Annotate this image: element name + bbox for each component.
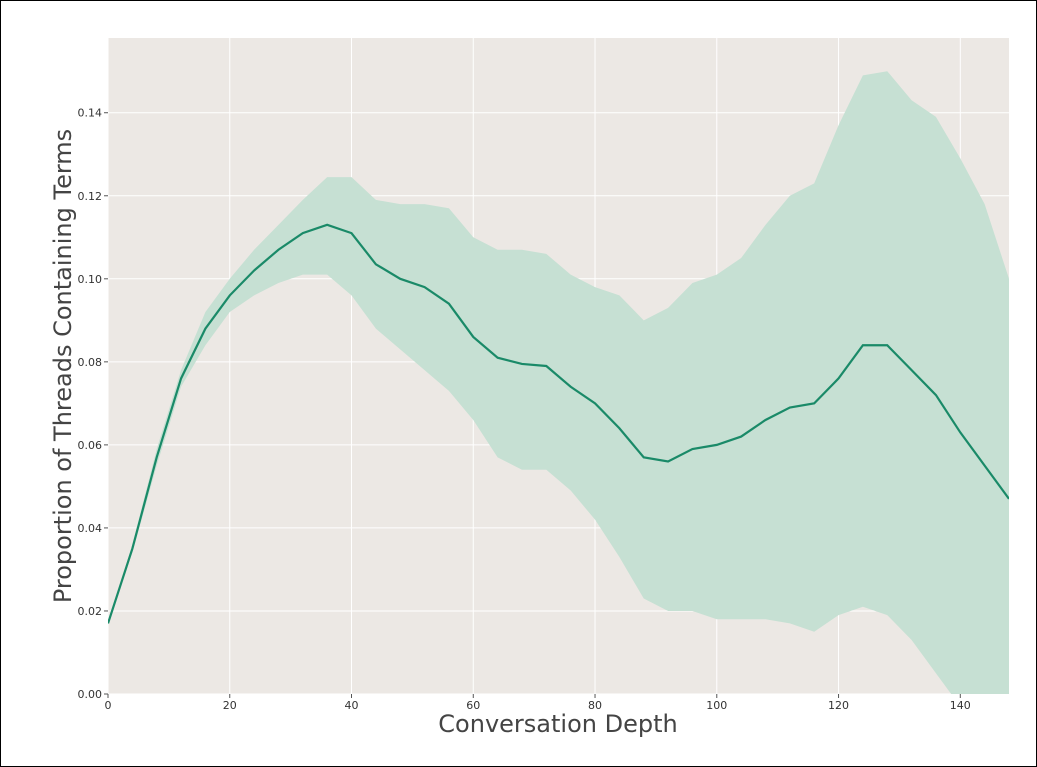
y-tick-label: 0.08 (78, 356, 103, 369)
x-tick-label: 140 (950, 699, 971, 712)
x-tick-label: 60 (466, 699, 480, 712)
y-axis-title: Proportion of Threads Containing Terms (49, 129, 77, 603)
y-tick-label: 0.02 (78, 605, 103, 618)
x-axis-title: Conversation Depth (438, 710, 677, 738)
plot-area (108, 71, 1009, 694)
x-tick-label: 100 (706, 699, 727, 712)
x-tick-label: 0 (105, 699, 112, 712)
y-tick-label: 0.10 (78, 273, 103, 286)
y-tick-label: 0.12 (78, 190, 103, 203)
y-tick-label: 0.04 (78, 522, 103, 535)
x-tick-label: 40 (345, 699, 359, 712)
y-tick-label: 0.14 (78, 107, 103, 120)
x-tick-label: 20 (223, 699, 237, 712)
x-tick-label: 80 (588, 699, 602, 712)
y-tick-label: 0.06 (78, 439, 103, 452)
mean-line (108, 223, 1009, 624)
y-tick-label: 0.00 (78, 688, 103, 701)
x-tick-label: 120 (828, 699, 849, 712)
